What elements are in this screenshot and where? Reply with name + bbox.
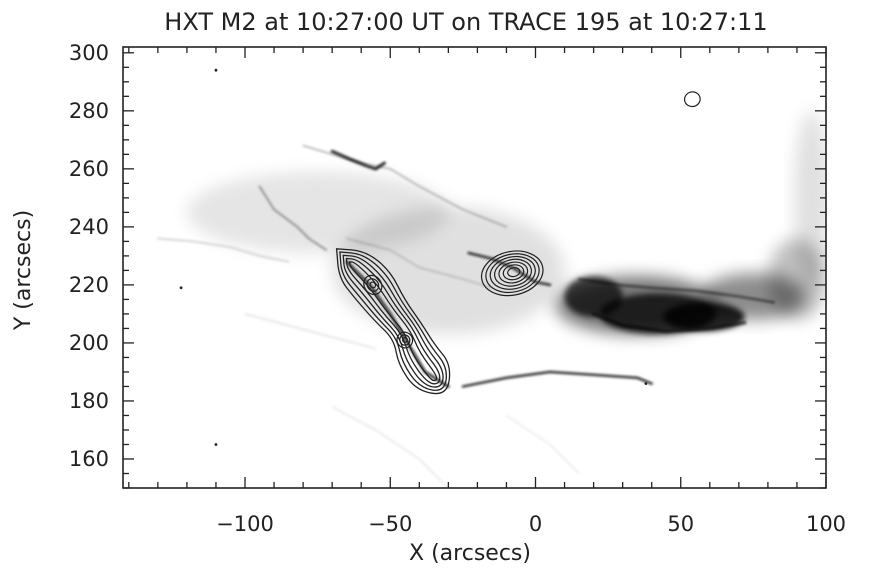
contour-level — [348, 261, 438, 382]
contour-level — [480, 250, 544, 297]
x-tick-label: 0 — [529, 512, 542, 536]
euv-loop-ridge — [157, 237, 290, 263]
contour-level — [494, 258, 533, 287]
contour-level — [502, 264, 525, 281]
contour-level — [485, 253, 540, 294]
plot-frame — [122, 46, 827, 489]
contour-peak — [363, 274, 383, 296]
euv-emission-blob — [794, 110, 826, 285]
axes: −100 −50 0 50 100 160 180 200 220 240 260 280 300 — [69, 41, 846, 536]
contour-peak — [401, 337, 408, 343]
contour-level — [342, 254, 444, 388]
euv-loop-ridge — [591, 312, 747, 334]
y-tick-label: 240 — [69, 215, 109, 239]
euv-loop-ridge — [506, 415, 580, 474]
chart-title: HXT M2 at 10:27:00 UT on TRACE 195 at 10… — [164, 8, 767, 36]
euv-loop-ridge — [331, 406, 449, 488]
euv-loop-ridge — [244, 313, 377, 350]
contour-level — [507, 267, 521, 278]
y-tick-label: 220 — [69, 273, 109, 297]
euv-loop-ridge — [577, 277, 775, 304]
contour-level — [335, 248, 451, 395]
x-tick-label: 100 — [806, 512, 846, 536]
contour-level — [339, 251, 447, 391]
contour-peak — [369, 281, 377, 289]
x-tick-label: −50 — [368, 512, 412, 536]
contour-peak — [396, 331, 414, 349]
contour-level — [683, 91, 701, 108]
euv-loop-ridge — [346, 237, 493, 289]
y-tick-label: 300 — [69, 41, 109, 65]
euv-loop-ridge — [302, 144, 508, 228]
y-tick-label: 180 — [69, 389, 109, 413]
contour-peak — [399, 334, 411, 346]
trace-euv-image — [157, 68, 826, 488]
euv-bright-point — [214, 68, 218, 72]
y-tick-label: 200 — [69, 331, 109, 355]
euv-loop-ridge — [461, 370, 653, 388]
euv-bright-point — [214, 443, 218, 446]
contour-peak — [366, 278, 380, 292]
hxt-contours — [335, 91, 701, 395]
euv-emission-blob — [564, 276, 623, 317]
y-tick-label: 260 — [69, 157, 109, 181]
x-axis-title: X (arcsecs) — [409, 541, 531, 566]
y-tick-label: 280 — [69, 99, 109, 123]
euv-loop-ridge — [345, 260, 450, 388]
euv-loop-ridge — [258, 185, 328, 251]
contour-level — [345, 257, 441, 385]
contour-level — [489, 255, 536, 290]
contour-level — [498, 261, 529, 284]
y-axis-title: Y (arcsecs) — [11, 210, 36, 331]
x-tick-label: 50 — [667, 512, 694, 536]
euv-bright-point — [644, 382, 648, 385]
euv-emission-blob — [186, 171, 449, 253]
euv-bright-point — [179, 286, 183, 290]
x-tick-label: −100 — [216, 512, 274, 536]
y-tick-label: 160 — [69, 447, 109, 471]
